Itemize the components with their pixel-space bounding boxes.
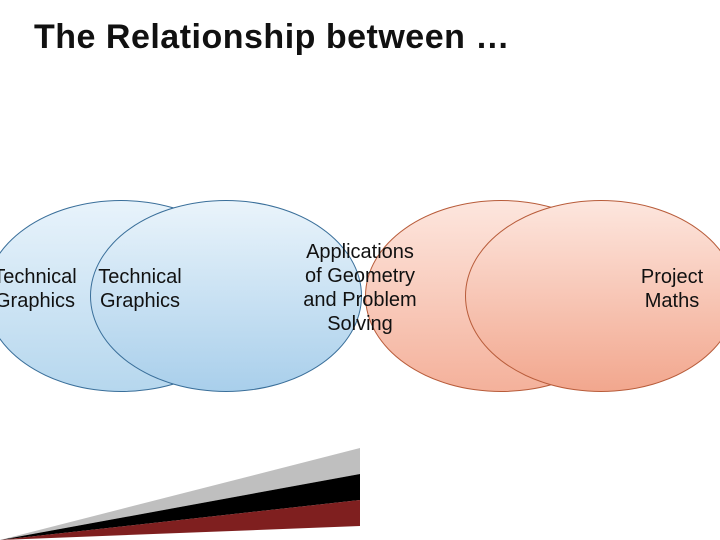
- wedge-stripe: [0, 500, 360, 540]
- ellipse-label-tg-front: TechnicalGraphics: [90, 265, 190, 313]
- venn-diagram: TechnicalGraphicsTechnicalGraphics Projec…: [0, 180, 720, 420]
- ellipse-label-tg-back: TechnicalGraphics: [0, 265, 85, 313]
- page-title: The Relationship between …: [34, 18, 510, 57]
- wedge-stripe: [0, 448, 360, 540]
- wedge-stripe: [0, 474, 360, 540]
- ellipse-label-pm-front: ProjectMaths: [632, 265, 712, 313]
- center-overlap-label: Applicationsof Geometryand ProblemSolvin…: [280, 240, 440, 336]
- decorative-wedge: [0, 430, 360, 540]
